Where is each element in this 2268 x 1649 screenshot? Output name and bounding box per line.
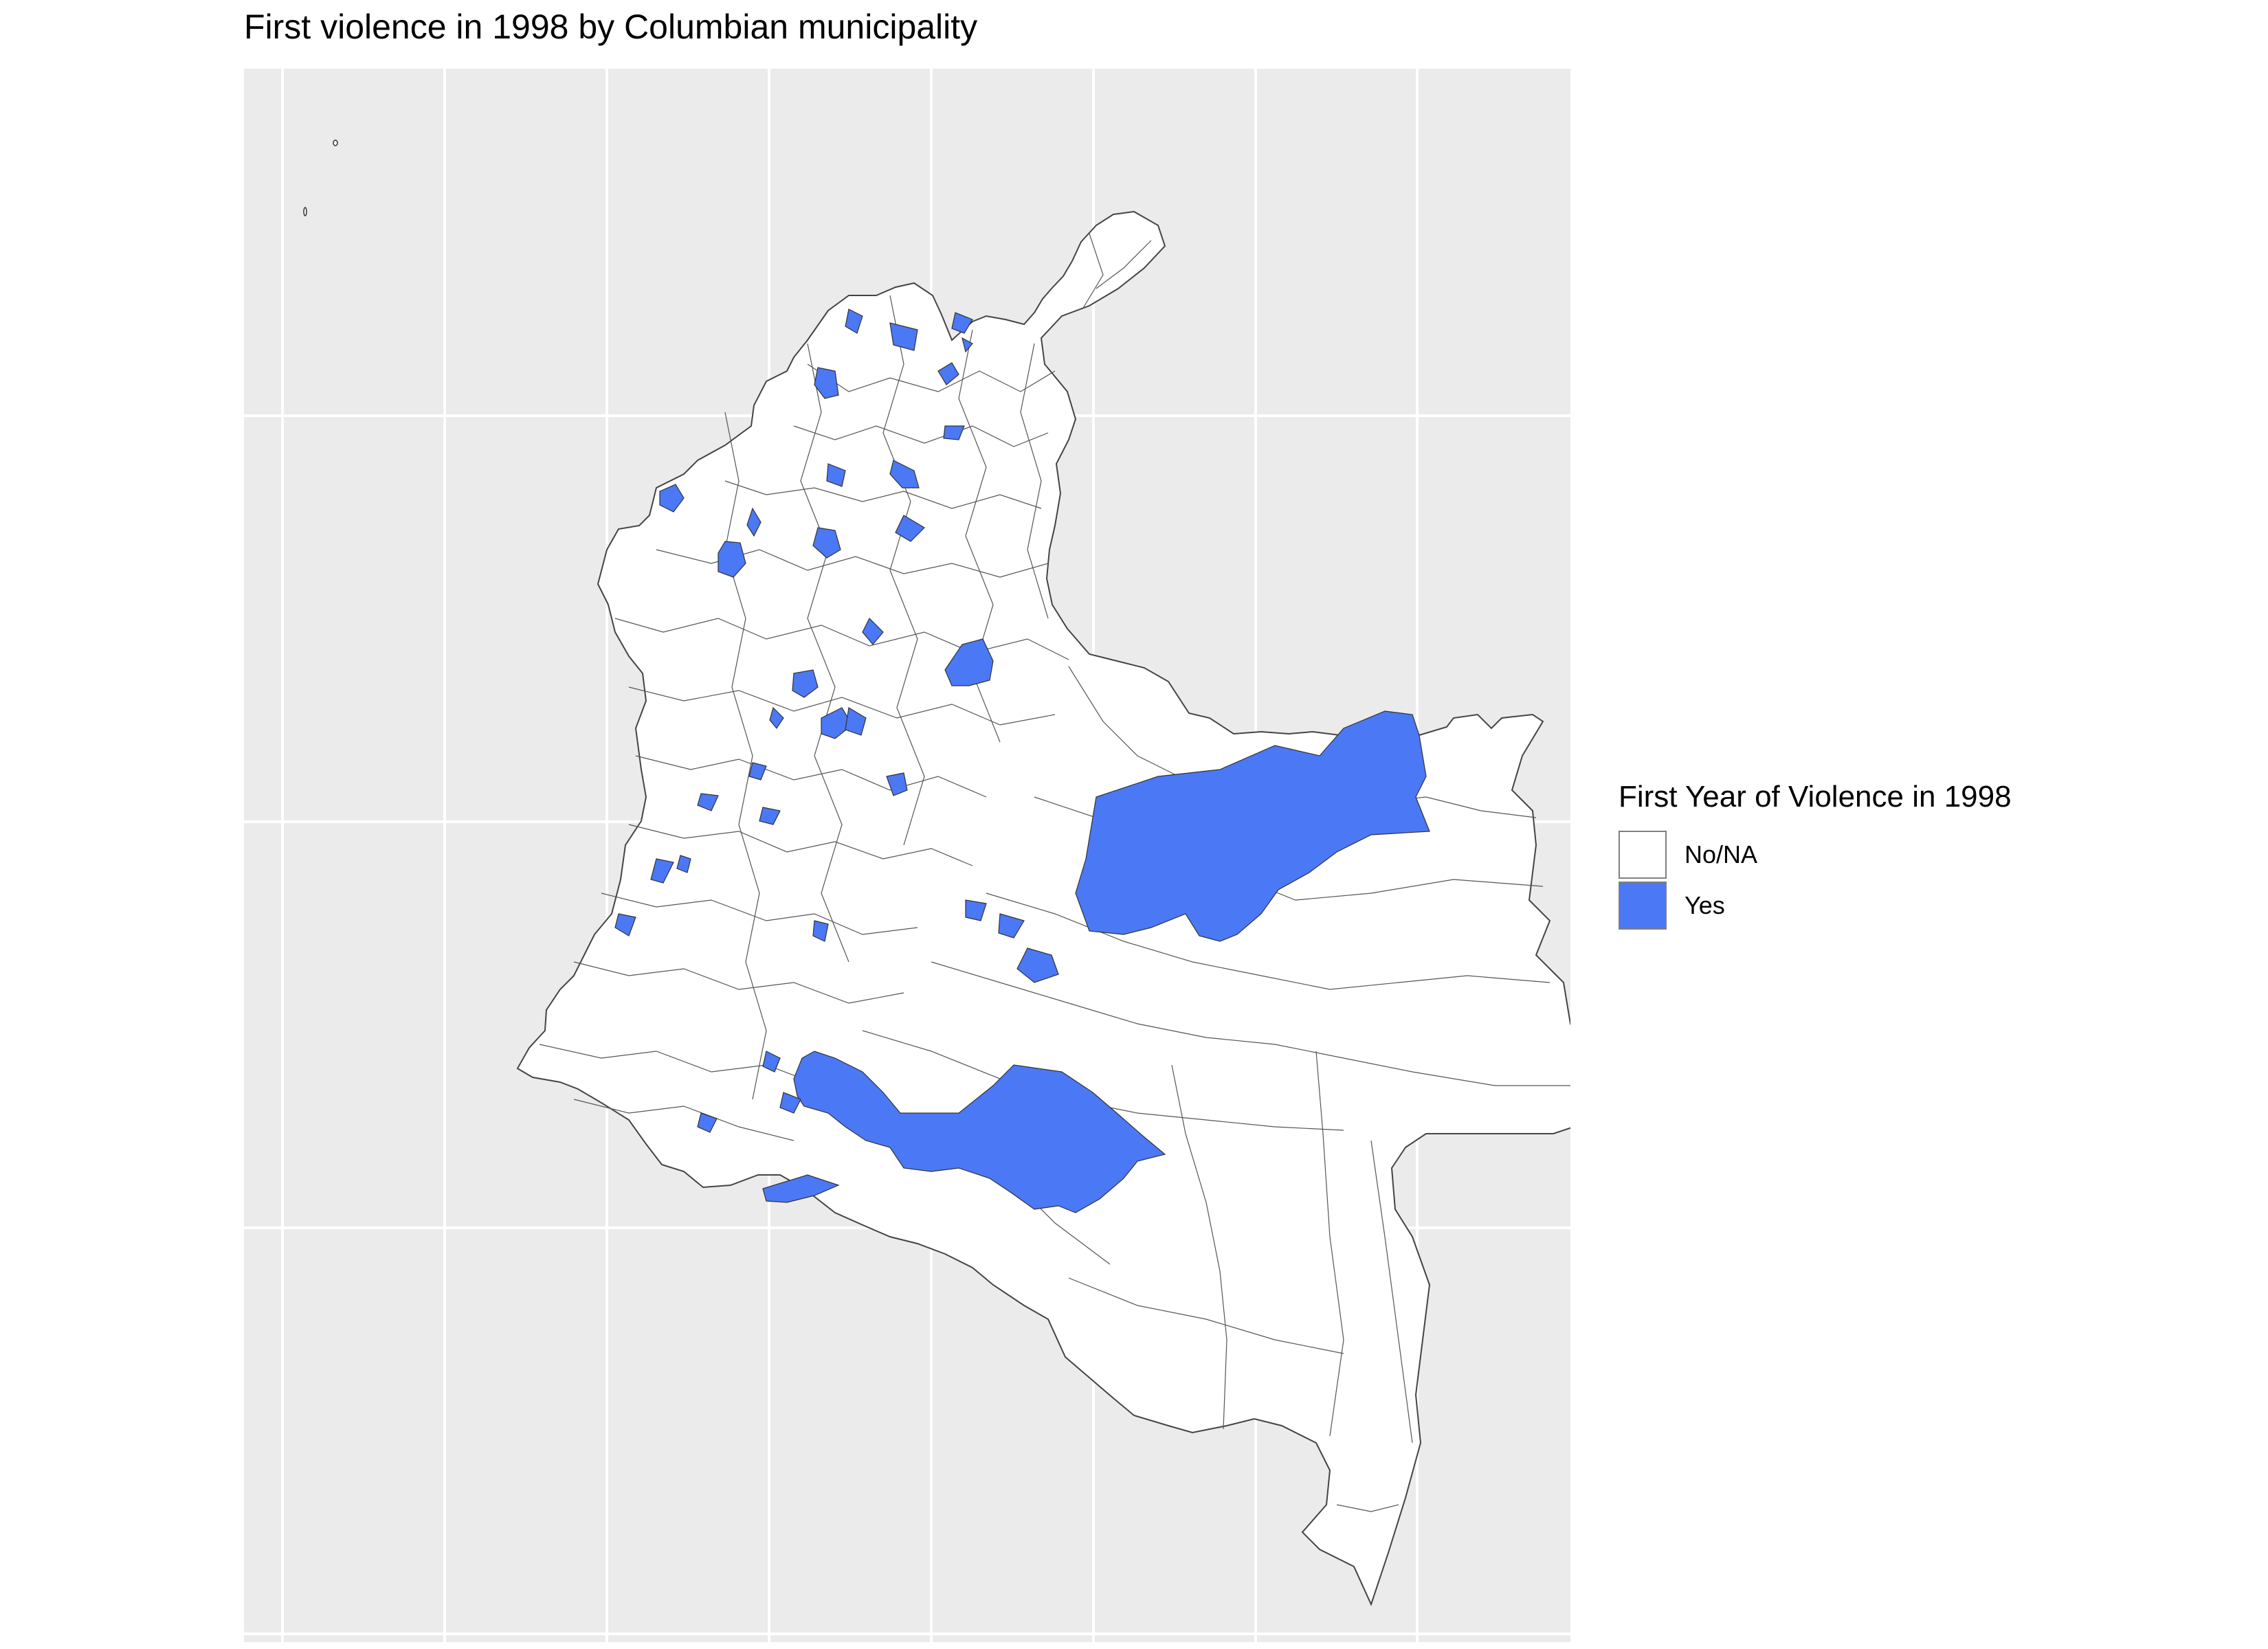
region-yes (779, 1092, 801, 1114)
region-yes (659, 484, 685, 513)
municipality-border (628, 686, 1056, 726)
region-yes (814, 367, 839, 399)
region-yes (812, 920, 829, 942)
region-yes (821, 707, 853, 739)
region-yes (793, 1051, 1166, 1213)
municipality-border (1171, 1064, 1227, 1430)
region-yes (697, 1112, 718, 1133)
region-yes (895, 515, 925, 542)
map-title: First violence in 1998 by Columbian muni… (244, 8, 978, 46)
municipality-border (614, 618, 1069, 660)
region-yes (812, 527, 841, 559)
colombia-outline (516, 210, 1570, 1606)
region-yes (943, 425, 965, 440)
region-yes (792, 669, 819, 698)
region-yes (759, 807, 781, 825)
legend-item-yes: Yes (1619, 880, 2012, 931)
municipality-border (1068, 1277, 1344, 1354)
region-yes (845, 309, 863, 334)
region-yes (998, 913, 1025, 939)
region-yes (676, 855, 691, 873)
region-yes (826, 463, 846, 487)
map-panel (244, 69, 1570, 1642)
region-yes (886, 772, 908, 796)
legend-item-no-na: No/NA (1619, 829, 2012, 880)
region-yes (762, 1174, 840, 1203)
legend: First Year of Violence in 1998 No/NA Yes (1619, 780, 2012, 931)
municipality-border (931, 961, 1570, 1086)
legend-title: First Year of Violence in 1998 (1619, 780, 2012, 814)
municipality-border (573, 1099, 794, 1141)
municipality-border (807, 363, 1056, 392)
municipality-border (635, 755, 987, 798)
municipality-border (1315, 1051, 1344, 1437)
region-yes (944, 638, 994, 686)
municipality-border (1096, 240, 1152, 289)
legend-key-yes (1619, 882, 1667, 930)
island-san-andres (333, 139, 338, 146)
region-yes (746, 507, 761, 537)
municipality-border (793, 425, 1049, 447)
region-yes (889, 460, 920, 489)
region-yes (845, 707, 867, 736)
municipality-border (986, 893, 1550, 990)
region-yes (614, 913, 636, 936)
region-yes (697, 793, 719, 811)
legend-key-no-na (1619, 831, 1667, 879)
region-yes (762, 1051, 781, 1073)
legend-label-yes: Yes (1685, 891, 1725, 919)
municipality-border (1370, 1140, 1413, 1444)
island-providencia (303, 207, 307, 216)
region-yes (748, 762, 767, 781)
islands (303, 139, 338, 216)
region-yes (650, 858, 674, 884)
region-yes (951, 312, 973, 334)
municipality-border (800, 343, 849, 963)
municipality-border (573, 961, 904, 1004)
municipality-border (1082, 233, 1104, 310)
region-yes (1016, 947, 1059, 983)
municipality-border (724, 412, 767, 1100)
municipality-border (628, 824, 973, 866)
municipality-border (1336, 1504, 1399, 1512)
municipality-border (1020, 343, 1049, 619)
region-yes (769, 706, 784, 730)
region-yes (1075, 710, 1430, 942)
legend-label-no-na: No/NA (1685, 840, 1758, 868)
municipality-border (724, 480, 1042, 509)
colombia-map-svg (244, 69, 1570, 1642)
municipality-border (882, 295, 925, 846)
region-yes (862, 617, 884, 645)
region-yes (961, 337, 973, 353)
region-yes (889, 322, 918, 351)
violence-1998-yes-municipalities (614, 309, 1430, 1213)
region-yes (965, 899, 987, 921)
region-yes (718, 541, 746, 578)
municipality-border (601, 893, 918, 935)
region-yes (937, 362, 959, 385)
